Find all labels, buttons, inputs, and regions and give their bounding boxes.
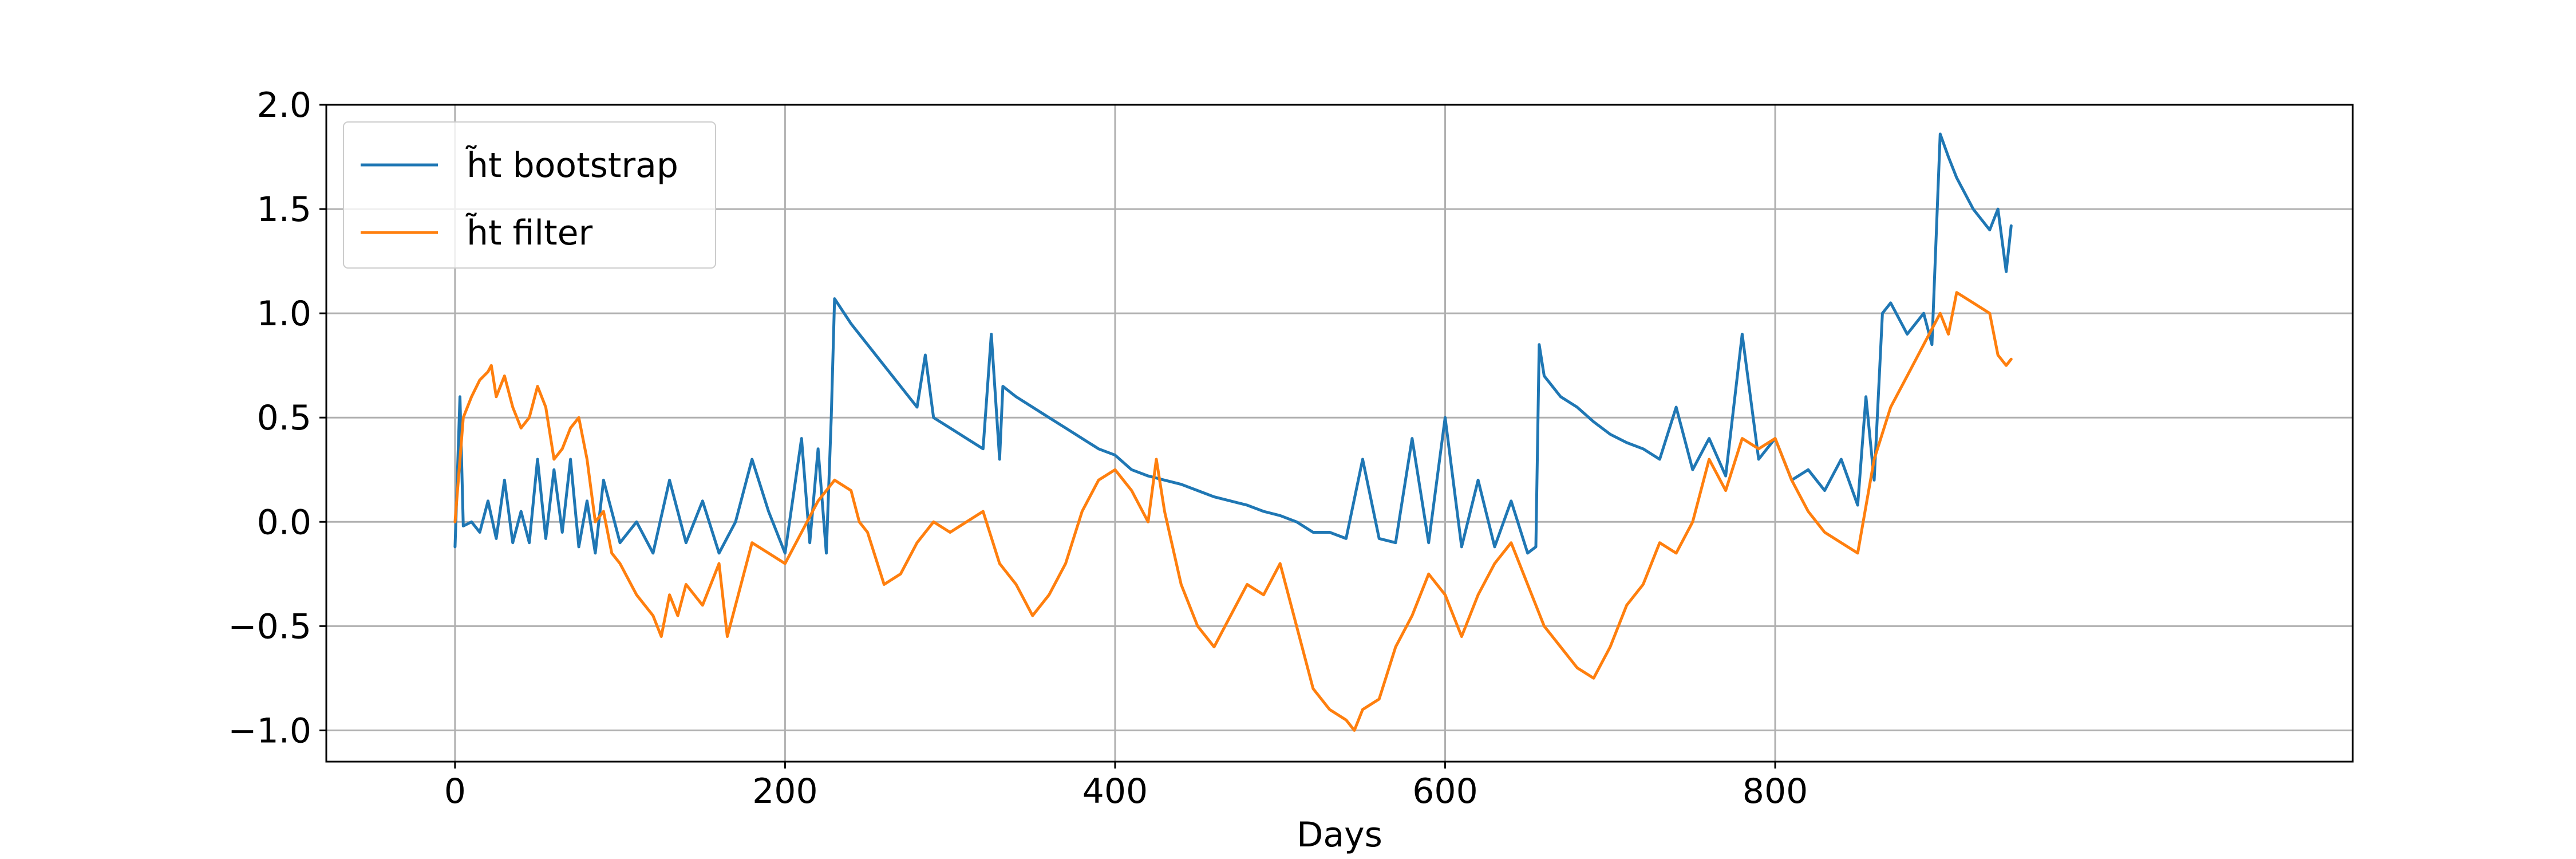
legend-label-bootstrap: h̃t bootstrap: [465, 145, 678, 186]
y-tick-label: 1.5: [257, 190, 311, 230]
y-tick-label: −1.0: [228, 711, 311, 751]
x-tick-label: 0: [444, 771, 466, 811]
y-tick-label: 1.0: [257, 294, 311, 334]
y-tick-label: 0.5: [257, 398, 311, 438]
x-axis-label: Days: [1297, 815, 1382, 855]
y-tick-label: 2.0: [257, 85, 311, 125]
x-tick-label: 600: [1412, 771, 1478, 811]
series-line-1: [453, 291, 2013, 732]
x-tick-label: 800: [1743, 771, 1808, 811]
y-tick-label: −0.5: [228, 606, 311, 647]
x-tick-label: 200: [752, 771, 818, 811]
plot-frame: [325, 104, 2354, 763]
legend: h̃t bootstrap h̃t filter: [343, 121, 716, 269]
x-tick-label: 400: [1082, 771, 1148, 811]
y-tick-label: 0.0: [257, 502, 311, 542]
ticks: 0 200 400 600 800 −1.0 −0.5 0.0 0.5 1.0 1.5 2.0: [228, 85, 1808, 811]
series-layer: [453, 132, 2013, 732]
legend-label-filter: h̃t filter: [465, 212, 592, 253]
